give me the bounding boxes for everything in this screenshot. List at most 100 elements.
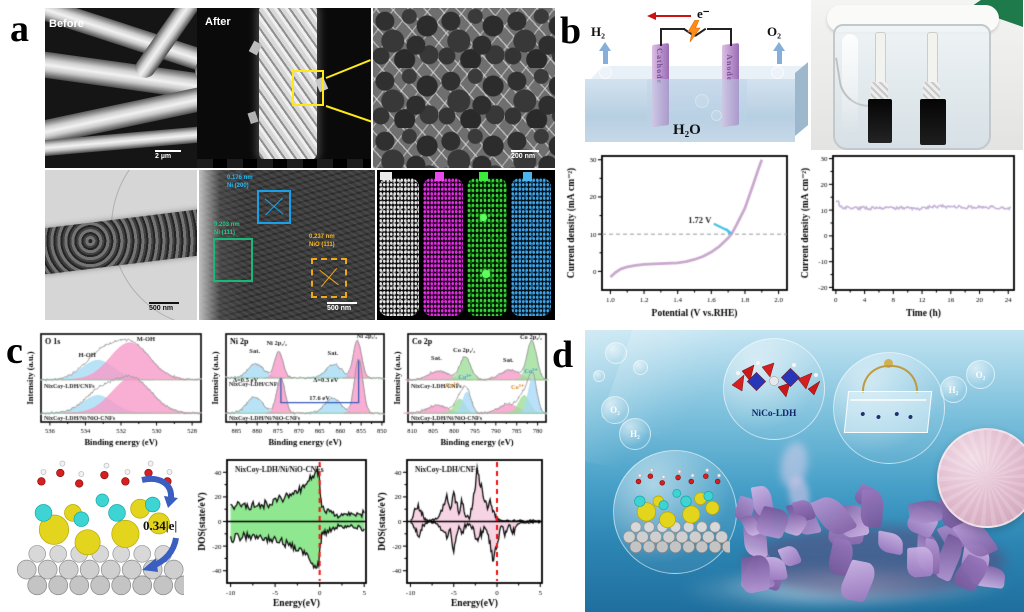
eds-mapping-image [377, 170, 555, 320]
atom [703, 491, 714, 501]
panel-a-label: a [10, 8, 29, 50]
electrolyzer-bubble [833, 352, 945, 464]
eds-strip-o [511, 178, 551, 316]
atom [714, 478, 721, 485]
atom [672, 489, 682, 498]
electrode-rod [875, 32, 886, 86]
water-side-face [795, 62, 808, 136]
lattice-box-orange [311, 258, 347, 298]
gold-handle [862, 365, 918, 393]
atom [709, 521, 721, 533]
electrode-clip [871, 82, 888, 100]
anode-label: Anode [725, 53, 734, 82]
circuit-wire [660, 28, 685, 30]
atom [680, 495, 692, 507]
h2-label: H₂ [591, 24, 606, 39]
atom [649, 530, 662, 544]
dos-cnf-canvas [376, 452, 550, 610]
panel-c: c 0.34|e| [0, 322, 555, 612]
lightning-icon [687, 20, 701, 42]
atom [705, 468, 710, 473]
h2-bubble-left: H₂ [619, 418, 651, 450]
lattice-label-blue: 0.176 nm Ni (200) [227, 175, 253, 189]
atom [27, 575, 48, 596]
submerged-overlay [647, 79, 747, 126]
electron-label: e⁻ [697, 6, 710, 21]
o2-bubble-left: O₂ [601, 396, 629, 424]
eds-chip-o [523, 172, 532, 181]
atom [16, 559, 37, 580]
lattice-box-blue [257, 190, 291, 224]
electron-arrow [655, 15, 691, 17]
bright-particle [482, 270, 490, 278]
atom [174, 575, 184, 596]
atom [49, 545, 67, 563]
water-front-face [585, 79, 795, 142]
water-bubble [599, 66, 612, 79]
electrode-strip [920, 99, 946, 145]
atom [59, 460, 66, 467]
eds-strip-ni [423, 178, 463, 316]
atom [715, 530, 728, 544]
atom [75, 479, 84, 488]
nanosheet [740, 553, 770, 596]
sem-before-caption: Before [49, 18, 84, 30]
atom [655, 540, 669, 554]
eds-chip-se [380, 172, 392, 180]
dft-cluster-image [622, 468, 730, 554]
nico-ldh-label: NiCo-LDH [751, 409, 797, 419]
electron-arrowhead-icon [647, 11, 656, 20]
circuit-wire [660, 28, 662, 46]
tank-waterline [850, 399, 927, 401]
panel-d-scene: O₂ H₂ H₂ O₂ NiCo-LDH [585, 330, 1024, 612]
tank-electrode-dot [876, 415, 881, 419]
atom [121, 477, 130, 486]
atom [669, 540, 682, 554]
water-bubble [771, 66, 784, 79]
panel-c-label: c [6, 330, 23, 372]
circuit-wire [707, 28, 732, 30]
panel-b-label: b [560, 10, 582, 52]
atom [629, 540, 643, 554]
atom [675, 530, 689, 544]
atom [696, 521, 708, 533]
nanosheet [859, 489, 884, 528]
sem-before-image: Before 2 µm [45, 8, 197, 168]
atom [688, 530, 702, 544]
atom [634, 495, 646, 507]
sem-after-caption: After [205, 16, 231, 28]
glass-highlight [842, 34, 858, 134]
h2-up-arrow-icon [599, 42, 611, 64]
atom [40, 469, 47, 475]
atom [717, 473, 721, 478]
atom [703, 473, 709, 479]
atom [688, 478, 695, 485]
atom [622, 530, 636, 544]
bright-particle [480, 214, 487, 221]
scalebar-500nm-hrtem: 500 nm [327, 302, 357, 312]
water-label: H₂O [673, 122, 701, 138]
atom [649, 468, 654, 473]
atom [73, 511, 90, 527]
charge-transfer-label: 0.34|e| [143, 518, 178, 533]
nanosheet [906, 546, 933, 579]
atom [38, 514, 70, 545]
atom [56, 468, 65, 478]
atom [642, 540, 656, 554]
atom [635, 478, 642, 485]
panel-d-label: d [552, 334, 574, 376]
atom [121, 559, 142, 580]
atom [677, 469, 682, 474]
atom [721, 540, 730, 554]
atom [147, 460, 154, 467]
sem-after-image: After [197, 8, 371, 168]
nanosheet-fiber [259, 8, 317, 160]
atom [37, 477, 46, 486]
atom [37, 559, 58, 580]
atom [69, 575, 89, 596]
atom [74, 529, 101, 556]
atom [100, 559, 121, 580]
atom [659, 511, 676, 529]
water-bubble [695, 94, 709, 108]
